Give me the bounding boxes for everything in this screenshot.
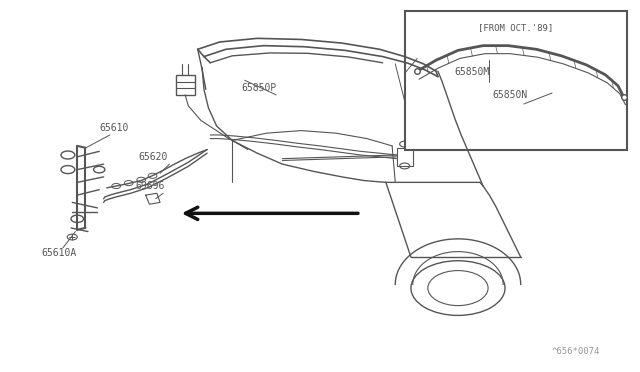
Text: 65610A: 65610A — [41, 248, 76, 258]
Bar — [404, 11, 627, 150]
Text: [FROM OCT.'89]: [FROM OCT.'89] — [478, 23, 554, 32]
Text: 69696: 69696 — [135, 182, 164, 192]
Bar — [397, 148, 413, 166]
Text: ^656*0074: ^656*0074 — [552, 347, 600, 356]
Text: 65850N: 65850N — [493, 90, 528, 100]
Bar — [176, 75, 195, 95]
Text: 65610: 65610 — [99, 123, 129, 133]
Text: 65620: 65620 — [138, 152, 168, 162]
Text: 65850P: 65850P — [242, 83, 277, 93]
Text: 65850M: 65850M — [455, 67, 490, 77]
